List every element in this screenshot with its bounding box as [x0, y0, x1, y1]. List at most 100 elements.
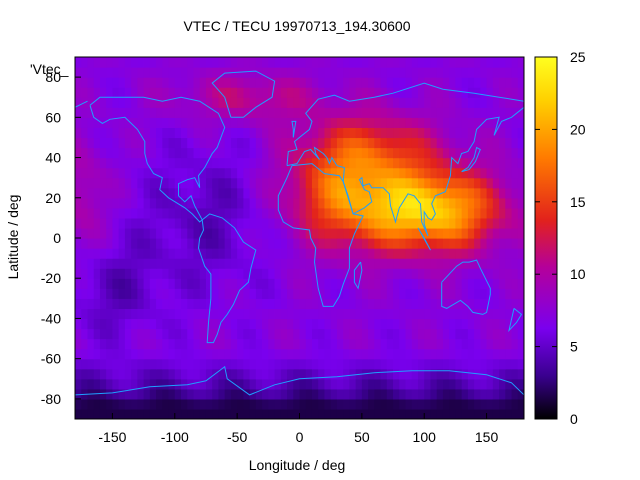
heatmap-cell	[461, 318, 469, 330]
heatmap-cell	[368, 167, 375, 179]
heatmap-cell	[268, 177, 276, 189]
heatmap-cell	[449, 308, 457, 320]
heatmap-cell	[280, 147, 288, 159]
heatmap-cell	[149, 107, 157, 118]
heatmap-cell	[293, 328, 301, 340]
heatmap-cell	[212, 197, 220, 209]
heatmap-cell	[199, 177, 207, 189]
heatmap-cell	[255, 197, 263, 209]
heatmap-cell	[374, 207, 382, 219]
heatmap-cell	[199, 368, 207, 380]
heatmap-cell	[411, 157, 419, 169]
heatmap-cell	[393, 328, 400, 340]
heatmap-cell	[455, 77, 463, 88]
heatmap-cell	[517, 117, 524, 128]
heatmap-cell	[131, 378, 138, 390]
heatmap-cell	[93, 207, 101, 219]
heatmap-cell	[112, 358, 120, 370]
heatmap-cell	[442, 338, 450, 350]
heatmap-cell	[324, 318, 332, 330]
heatmap-cell	[424, 217, 432, 229]
heatmap-cell	[343, 328, 350, 340]
heatmap-cell	[449, 217, 457, 229]
heatmap-cell	[162, 258, 170, 269]
heatmap-cell	[255, 217, 263, 229]
heatmap-cell	[243, 127, 251, 139]
heatmap-cell	[355, 298, 363, 309]
heatmap-cell	[517, 57, 524, 68]
heatmap-cell	[461, 137, 469, 149]
heatmap-cell	[255, 167, 263, 179]
heatmap-cell	[181, 107, 188, 118]
heatmap-cell	[181, 308, 188, 320]
heatmap-cell	[461, 117, 469, 128]
heatmap-cell	[324, 167, 332, 179]
heatmap-cell	[87, 358, 95, 370]
heatmap-cell	[368, 117, 375, 128]
heatmap-cell	[455, 127, 463, 139]
heatmap-cell	[106, 408, 114, 419]
heatmap-cell	[75, 318, 82, 330]
heatmap-cell	[386, 157, 394, 169]
heatmap-cell	[212, 358, 220, 370]
heatmap-cell	[393, 318, 400, 330]
heatmap-cell	[386, 278, 394, 289]
heatmap-cell	[93, 288, 101, 299]
heatmap-cell	[511, 177, 519, 189]
heatmap-cell	[262, 147, 269, 159]
heatmap-cell	[430, 207, 438, 219]
heatmap-cell	[486, 117, 494, 128]
heatmap-cell	[274, 348, 282, 360]
heatmap-cell	[212, 268, 220, 279]
heatmap-cell	[374, 67, 382, 78]
heatmap-cell	[143, 197, 151, 209]
heatmap-cell	[268, 147, 276, 159]
heatmap-cell	[343, 147, 350, 159]
heatmap-cell	[280, 227, 288, 239]
heatmap-cell	[274, 57, 282, 68]
heatmap-cell	[193, 77, 201, 88]
heatmap-cell	[305, 187, 313, 199]
heatmap-cell	[424, 117, 432, 128]
heatmap-cell	[368, 268, 375, 279]
heatmap-cell	[330, 338, 338, 350]
heatmap-cell	[255, 238, 263, 249]
heatmap-cell	[405, 238, 413, 249]
heatmap-cell	[199, 258, 207, 269]
heatmap-cell	[486, 338, 494, 350]
heatmap-cell	[287, 408, 294, 419]
heatmap-cell	[181, 57, 188, 68]
heatmap-cell	[124, 308, 132, 320]
heatmap-cell	[212, 328, 220, 340]
heatmap-cell	[505, 248, 513, 259]
heatmap-cell	[243, 328, 251, 340]
heatmap-cell	[436, 147, 444, 159]
coastline	[508, 308, 523, 333]
heatmap-cell	[99, 298, 107, 309]
heatmap-cell	[505, 77, 513, 88]
heatmap-cell	[386, 258, 394, 269]
heatmap-cell	[293, 248, 301, 259]
heatmap-cell	[99, 318, 107, 330]
heatmap-cell	[224, 368, 232, 380]
heatmap-cell	[474, 338, 481, 350]
heatmap-cell	[106, 177, 114, 189]
heatmap-cell	[274, 258, 282, 269]
heatmap-cell	[218, 177, 226, 189]
heatmap-cell	[149, 258, 157, 269]
heatmap-cell	[386, 167, 394, 179]
heatmap-cell	[81, 187, 89, 199]
heatmap-cell	[511, 408, 519, 419]
heatmap-cell	[299, 167, 307, 179]
heatmap-cell	[99, 378, 107, 390]
heatmap-cell	[262, 318, 269, 330]
heatmap-cell	[162, 368, 170, 380]
heatmap-cell	[417, 67, 425, 78]
heatmap-cell	[374, 107, 382, 118]
colorbar-tick-label: 20	[570, 121, 586, 137]
colorbar-tick-label: 5	[570, 339, 578, 355]
heatmap-cell	[467, 358, 475, 370]
heatmap-cell	[112, 388, 120, 400]
heatmap-cell	[168, 408, 176, 419]
heatmap-cell	[187, 298, 195, 309]
